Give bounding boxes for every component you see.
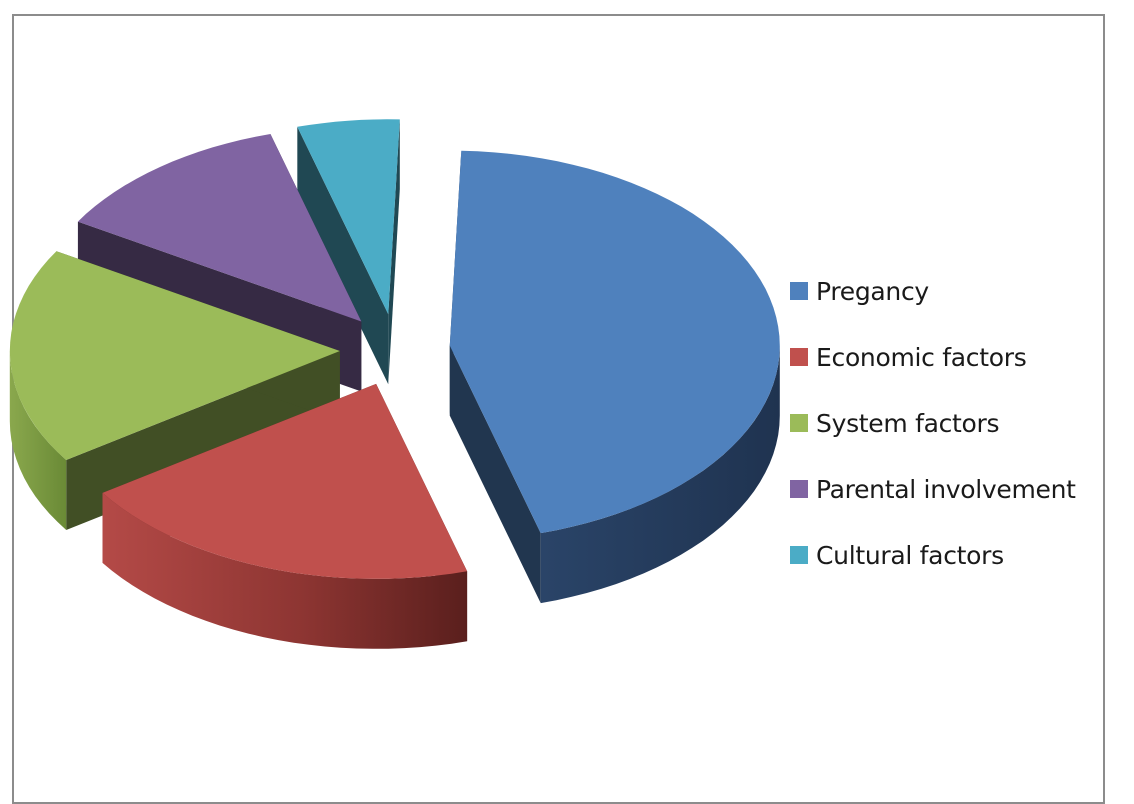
pie-slice-top: [102, 383, 468, 579]
legend-item-parental-involvement: Parental involvement: [790, 456, 1076, 522]
legend-item-economic-factors: Economic factors: [790, 324, 1076, 390]
pie-slice-top: [9, 251, 340, 460]
pie-slice-economic-factors: [102, 383, 468, 649]
pie-slice-side: [540, 345, 780, 604]
legend-item-pregancy: Pregancy: [790, 258, 1076, 324]
legend-swatch: [790, 480, 808, 498]
pie-slice-top: [297, 119, 400, 315]
legend-item-system-factors: System factors: [790, 390, 1076, 456]
legend-swatch: [790, 546, 808, 564]
legend-label: Cultural factors: [816, 540, 1004, 570]
pie-slice-cultural-factors: [297, 119, 400, 385]
legend-swatch: [790, 348, 808, 366]
legend-item-cultural-factors: Cultural factors: [790, 522, 1076, 588]
pie-slice-pregancy: [449, 150, 780, 604]
pie-slice-wall: [449, 345, 541, 604]
pie-slice-wall: [388, 119, 400, 385]
legend-label: System factors: [816, 408, 1000, 438]
legend-label: Pregancy: [816, 276, 929, 306]
pie-slice-top: [449, 150, 780, 534]
chart-legend: Pregancy Economic factors System factors…: [790, 258, 1076, 588]
pie-slice-top: [77, 134, 362, 322]
legend-swatch: [790, 282, 808, 300]
pie-slice-side: [9, 351, 67, 530]
legend-label: Parental involvement: [816, 474, 1076, 504]
legend-label: Economic factors: [816, 342, 1027, 372]
pie-slice-wall: [297, 126, 389, 385]
legend-swatch: [790, 414, 808, 432]
pie-slice-side: [102, 492, 468, 649]
